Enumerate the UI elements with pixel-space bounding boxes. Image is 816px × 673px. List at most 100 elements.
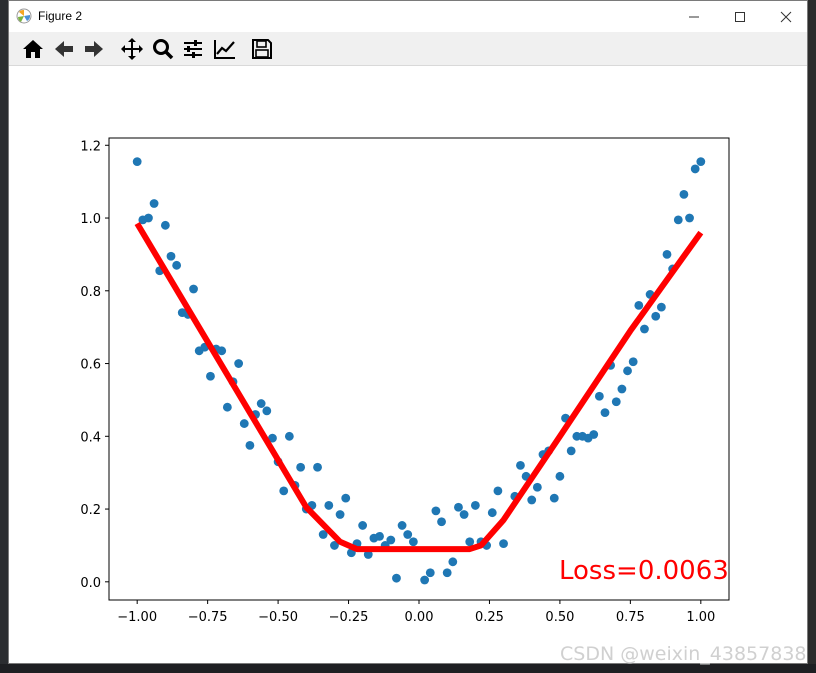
back-icon[interactable] <box>52 37 76 61</box>
scatter-point <box>454 502 463 512</box>
scatter-point <box>403 530 413 539</box>
y-tick-label: 0.2 <box>80 503 101 518</box>
scatter-point <box>459 510 469 519</box>
scatter-point <box>696 157 706 167</box>
configure-subplots-icon[interactable] <box>181 37 205 61</box>
scatter-point <box>499 539 508 549</box>
scatter-point <box>256 399 266 408</box>
scatter-point <box>493 486 503 496</box>
scatter-point <box>673 215 683 225</box>
ide-bottom-bar <box>0 664 816 673</box>
scatter-point <box>617 384 627 394</box>
zoom-icon[interactable] <box>151 37 175 61</box>
scatter-point <box>442 568 452 578</box>
scatter-point <box>662 250 672 259</box>
scatter-point <box>222 402 232 412</box>
scatter-point <box>239 419 249 428</box>
scatter-point <box>470 501 480 510</box>
y-tick-label: 1.0 <box>80 212 101 227</box>
scatter-point <box>172 260 182 270</box>
scatter-point <box>268 433 277 443</box>
scatter-point <box>386 535 396 545</box>
figure-canvas[interactable]: −1.00 −0.75 −0.50 −0.25 0.00 0.25 0.50 0.75 1.00… <box>9 66 807 663</box>
maximize-button[interactable] <box>717 1 763 32</box>
home-icon[interactable] <box>21 37 45 61</box>
close-button[interactable] <box>763 1 809 32</box>
scatter-point <box>555 471 565 481</box>
x-tick-label: −0.75 <box>188 610 228 625</box>
x-tick-label: −0.25 <box>329 610 369 625</box>
scatter-point <box>149 199 159 208</box>
fit-line-series <box>134 221 704 553</box>
scatter-point <box>623 366 632 376</box>
scatter-point <box>600 408 610 418</box>
scatter-point <box>487 508 497 518</box>
y-tick-label: 0.0 <box>80 576 101 591</box>
x-axis: −1.00 −0.75 −0.50 −0.25 0.00 0.25 0.50 0.75 1.00 <box>117 600 715 625</box>
y-tick-label: 0.4 <box>80 430 101 445</box>
scatter-point <box>324 501 334 510</box>
forward-icon[interactable] <box>82 37 106 61</box>
scatter-point <box>279 486 289 496</box>
scatter-point <box>634 300 644 310</box>
scatter-point <box>144 213 153 223</box>
figure-background <box>9 66 807 663</box>
ide-editor-gutter <box>0 0 9 673</box>
loss-annotation: Loss=0.0063 <box>559 556 729 586</box>
fit-line <box>134 221 704 553</box>
scatter-point <box>234 359 244 368</box>
scatter-point <box>420 575 430 585</box>
scatter-point <box>363 550 373 559</box>
x-tick-label: −0.50 <box>258 610 298 625</box>
scatter-point <box>532 482 542 492</box>
matplotlib-app-icon <box>16 8 32 24</box>
scatter-point <box>262 406 272 416</box>
scatter-point <box>335 510 345 519</box>
x-tick-label: 0.25 <box>475 610 504 625</box>
scatter-point <box>132 157 142 167</box>
navigation-toolbar <box>9 32 807 66</box>
scatter-point <box>160 220 170 230</box>
scatter-point <box>679 189 689 199</box>
x-tick-label: 0.50 <box>545 610 574 625</box>
scatter-point <box>516 461 525 470</box>
minimize-button[interactable] <box>671 1 717 32</box>
scatter-point <box>330 541 339 550</box>
scatter-point <box>690 164 700 174</box>
scatter-point <box>431 506 441 516</box>
scatter-point <box>549 493 559 503</box>
scatter-point <box>397 521 407 530</box>
scatter-point <box>527 495 537 505</box>
scatter-point <box>341 493 351 503</box>
scatter-point <box>651 311 661 321</box>
scatter-point <box>628 357 638 367</box>
pan-icon[interactable] <box>120 37 144 61</box>
scatter-point <box>656 302 666 312</box>
watermark: CSDN @weixin_43857838 <box>560 643 807 665</box>
scatter-point <box>566 446 576 456</box>
scatter-point <box>611 397 621 407</box>
y-tick-label: 0.6 <box>80 358 101 373</box>
title-bar[interactable]: Figure 2 <box>9 1 807 32</box>
scatter-point <box>465 537 475 547</box>
scatter-point <box>358 521 368 530</box>
scatter-point <box>245 440 255 450</box>
x-tick-label: 0.75 <box>616 610 645 625</box>
scatter-point <box>392 573 401 583</box>
scatter-point <box>318 530 328 539</box>
scatter-point <box>284 431 294 441</box>
save-icon[interactable] <box>250 37 274 61</box>
scatter-point <box>296 462 306 472</box>
x-tick-label: 0.00 <box>405 610 434 625</box>
scatter-point <box>217 346 227 356</box>
scatter-point <box>640 324 649 334</box>
window-title: Figure 2 <box>38 9 83 23</box>
scatter-point <box>408 537 418 547</box>
scatter-point <box>313 462 322 472</box>
edit-axis-icon[interactable] <box>213 37 237 61</box>
scatter-point <box>437 517 446 527</box>
scatter-chart: −1.00 −0.75 −0.50 −0.25 0.00 0.25 0.50 0.75 1.00… <box>9 66 807 663</box>
scatter-point <box>189 284 198 294</box>
y-tick-label: 1.2 <box>80 139 101 154</box>
y-axis: 0.0 0.2 0.4 0.6 0.8 1.0 1.2 <box>80 139 109 591</box>
